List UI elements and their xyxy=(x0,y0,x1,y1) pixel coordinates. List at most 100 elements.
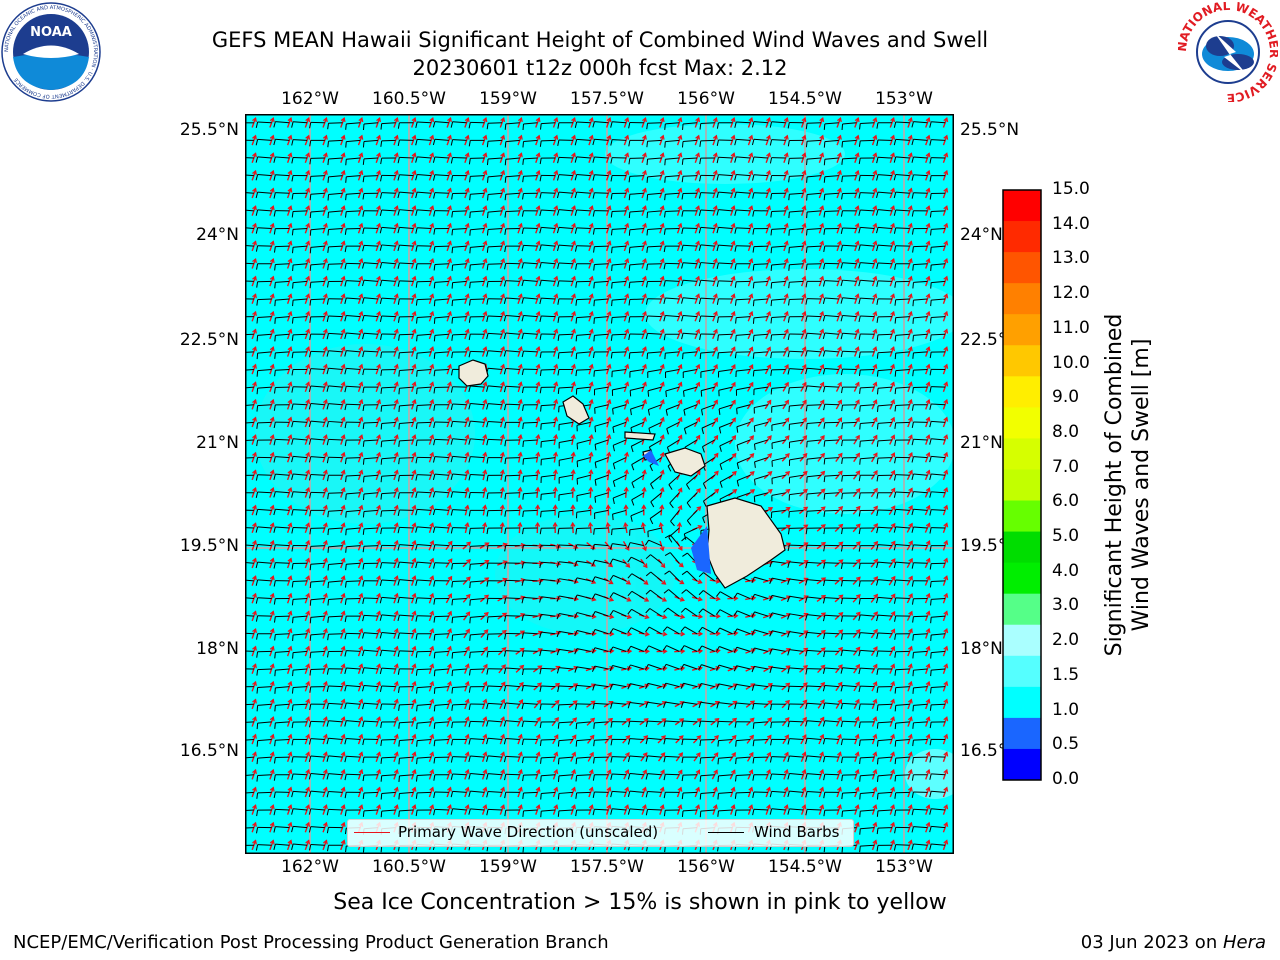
wave-arrow xyxy=(340,169,346,181)
wave-arrow xyxy=(623,222,630,234)
wave-arrow xyxy=(535,152,541,163)
wave-arrow xyxy=(924,575,931,586)
wave-arrow xyxy=(411,434,417,445)
wave-arrow xyxy=(411,487,417,498)
wave-arrow xyxy=(800,169,807,181)
wave-arrow xyxy=(251,169,257,181)
wave-arrow xyxy=(322,381,328,393)
wave-arrow xyxy=(854,187,860,199)
wave-arrow xyxy=(251,398,257,410)
noaa-logo: NOAA NATIONAL OCEANIC AND ATMOSPHERIC AD… xyxy=(1,2,101,102)
wave-arrow xyxy=(835,417,843,427)
lat-tick-right: 25.5°N xyxy=(960,120,1020,140)
wave-arrow xyxy=(535,205,541,216)
wave-arrow xyxy=(535,363,541,375)
wave-arrow xyxy=(639,577,649,585)
wave-arrow xyxy=(622,559,631,568)
wave-arrow xyxy=(871,416,878,428)
wave-arrow xyxy=(782,328,789,340)
wave-arrow xyxy=(517,169,523,181)
wave-arrow xyxy=(942,504,949,516)
colorbar-tick-label: 13.0 xyxy=(1052,248,1090,269)
wave-arrow xyxy=(623,293,630,304)
wave-arrow xyxy=(304,434,311,445)
wave-arrow xyxy=(765,169,771,181)
colorbar-segment xyxy=(1003,500,1041,533)
wave-arrow xyxy=(269,504,275,516)
wave-arrow xyxy=(730,152,736,163)
wave-arrow xyxy=(251,187,257,199)
wave-arrow xyxy=(907,134,913,146)
wave-arrow xyxy=(322,487,328,498)
wave-arrow xyxy=(623,240,630,252)
wave-arrow xyxy=(304,134,311,146)
wave-arrow xyxy=(251,240,257,252)
wave-arrow xyxy=(623,134,630,146)
wave-arrow xyxy=(322,469,328,481)
colorbar-tick-label: 6.0 xyxy=(1052,491,1080,512)
wave-arrow xyxy=(854,169,860,181)
wave-arrow xyxy=(585,578,597,585)
wave-arrow xyxy=(286,169,293,181)
lon-tick-top: 162°W xyxy=(281,89,339,109)
wave-arrow xyxy=(659,451,665,463)
wave-arrow xyxy=(251,592,257,604)
wave-arrow xyxy=(322,363,328,375)
wave-arrow xyxy=(535,469,541,481)
wave-arrow xyxy=(393,539,399,551)
wave-arrow xyxy=(925,222,931,234)
colorbar-segment xyxy=(1003,190,1041,222)
colorbar-segment xyxy=(1003,748,1041,781)
wave-arrow xyxy=(730,134,736,146)
wave-arrow xyxy=(411,117,417,128)
wave-arrow xyxy=(712,293,718,304)
wave-arrow xyxy=(535,416,541,428)
wave-arrow xyxy=(446,134,452,146)
wave-arrow xyxy=(304,398,311,410)
wave-arrow xyxy=(535,433,541,445)
wave-arrow xyxy=(729,381,736,392)
wave-arrow xyxy=(623,117,630,128)
wave-arrow xyxy=(605,152,612,163)
lon-tick-top: 156°W xyxy=(677,89,735,109)
wave-arrow xyxy=(322,328,328,340)
wave-arrow xyxy=(623,398,630,410)
wave-arrow xyxy=(871,169,878,181)
wave-arrow xyxy=(445,575,453,586)
wave-arrow xyxy=(304,557,311,569)
wave-arrow xyxy=(393,169,399,181)
wave-arrow xyxy=(535,451,541,463)
wave-arrow xyxy=(411,152,417,163)
wave-arrow xyxy=(411,398,417,410)
wave-arrow xyxy=(552,363,559,375)
wave-arrow xyxy=(251,381,257,393)
wave-arrow xyxy=(411,522,417,533)
wave-arrow xyxy=(888,452,896,463)
wave-arrow xyxy=(499,169,506,181)
colorbar-segment xyxy=(1003,407,1041,439)
wave-arrow xyxy=(676,222,683,234)
wave-arrow xyxy=(836,169,842,181)
colorbar-label: Significant Height of Combined Wind Wave… xyxy=(1102,313,1154,657)
wave-arrow xyxy=(375,169,382,181)
wave-arrow xyxy=(818,169,825,181)
wave-arrow xyxy=(711,452,719,462)
wave-arrow xyxy=(692,578,703,584)
wave-arrow xyxy=(925,152,931,163)
wave-arrow xyxy=(889,381,896,393)
wave-arrow xyxy=(481,222,488,234)
wave-arrow xyxy=(694,381,701,392)
wave-arrow xyxy=(799,452,808,462)
wave-arrow xyxy=(251,504,257,516)
lon-tick-bottom: 160.5°W xyxy=(372,857,446,877)
wave-arrow xyxy=(286,575,293,586)
colorbar-tick-label: 1.0 xyxy=(1052,699,1080,720)
wave-arrow xyxy=(251,134,257,146)
barb-legend-swatch xyxy=(708,832,744,833)
wave-arrow xyxy=(304,257,311,269)
wave-arrow xyxy=(535,310,541,322)
wave-arrow xyxy=(818,187,825,199)
wave-arrow xyxy=(712,240,718,252)
wave-arrow xyxy=(251,117,257,128)
colorbar-segment xyxy=(1003,717,1041,750)
